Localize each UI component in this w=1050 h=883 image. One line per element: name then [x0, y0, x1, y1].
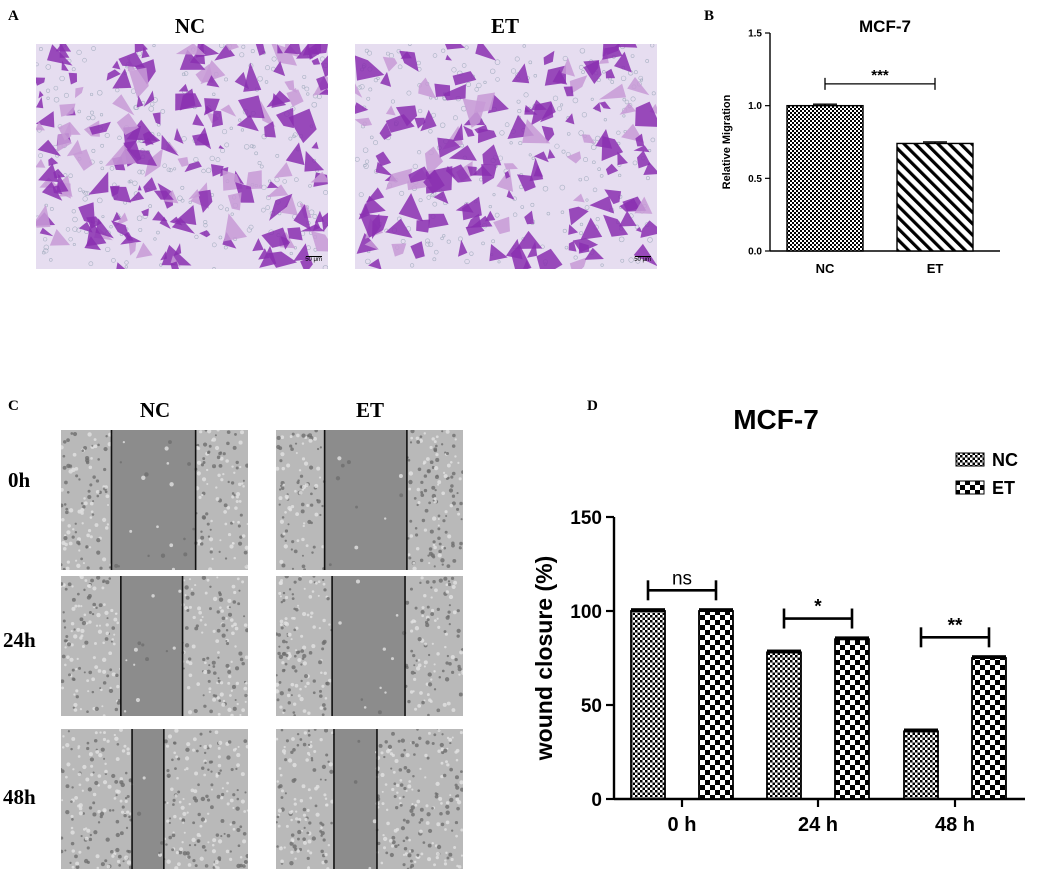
chart-b-bar-nc	[786, 104, 864, 252]
chart-d-error-bar	[699, 608, 733, 612]
wound-image-et-48h	[276, 729, 463, 869]
chart-d-sig-label: **	[948, 615, 963, 636]
chart-d-sig-label: ns	[672, 568, 692, 589]
chart-d-error-bar	[904, 728, 938, 733]
scale-bar-nc: 50 μm	[305, 256, 322, 263]
wound-image-nc-0h	[61, 430, 248, 570]
panel-a-title-et: ET	[490, 14, 519, 38]
chart-d-ytick-label: 50	[581, 696, 602, 717]
chart-d-sig-label: *	[814, 597, 822, 618]
row-label-0h: 0h	[8, 468, 31, 492]
chart-d-bar-nc-0h	[630, 610, 666, 800]
scale-bar-et: 50 μm	[634, 256, 651, 263]
chart-d-bar-nc-48h	[903, 730, 939, 800]
chart-d-title: MCF-7	[733, 404, 819, 435]
chart-b-title: MCF-7	[859, 17, 911, 36]
row-label-24h: 24h	[3, 628, 36, 652]
chart-b-ytick-label: 0.0	[748, 247, 762, 258]
chart-b-xtick-label: ET	[927, 261, 944, 276]
chart-d-xtick-label: 0 h	[668, 814, 697, 836]
legend-swatch-nc	[955, 452, 985, 467]
legend-label-et: ET	[992, 478, 1015, 498]
chart-b-ytick-label: 1.0	[748, 101, 762, 112]
transwell-image-et: 50 μm	[355, 44, 657, 269]
panel-b-label: B	[704, 8, 715, 24]
legend-swatch-et	[955, 480, 985, 495]
chart-b-sig-label: ***	[871, 67, 889, 84]
chart-d-xtick-label: 48 h	[935, 814, 975, 836]
chart-d-ytick-label: 100	[570, 602, 602, 623]
wound-closure-bar-chart: MCF-7 NC ET 0 50 100 150 wound closure (%) 0 h ns…	[531, 404, 1025, 836]
chart-b-ytick-label: 0.5	[748, 174, 762, 185]
panel-a-title-nc: NC	[174, 14, 206, 38]
panel-a-label: A	[8, 8, 19, 24]
panel-c-title-nc: NC	[139, 398, 171, 422]
chart-d-ytick-label: 0	[591, 790, 602, 811]
transwell-image-nc: 50 μm	[36, 44, 328, 269]
wound-image-et-24h	[276, 576, 463, 716]
legend-label-nc: NC	[992, 450, 1018, 470]
chart-d-error-bar	[631, 608, 665, 612]
chart-b-bar-et	[896, 142, 974, 252]
chart-d-error-bar	[972, 655, 1006, 659]
chart-d-ylabel: wound closure (%)	[531, 556, 557, 761]
chart-d-ytick-label: 150	[570, 508, 602, 529]
panel-d-label: D	[587, 398, 598, 414]
migration-bar-chart: MCF-7 0.0 0.5 1.0 1.5 Relative Migration NC ET *…	[721, 17, 1000, 276]
chart-d-bar-et-48h	[971, 657, 1007, 800]
wound-image-nc-48h	[61, 729, 248, 869]
chart-d-bar-nc-24h	[766, 651, 802, 800]
chart-b-ytick-label: 1.5	[748, 29, 762, 40]
chart-d-bar-et-24h	[834, 638, 870, 800]
chart-d-error-bar	[835, 636, 869, 641]
chart-d-error-bar	[767, 649, 801, 654]
wound-image-et-0h	[276, 430, 463, 570]
panel-c-title-et: ET	[355, 398, 384, 422]
chart-d-bar-et-0h	[698, 610, 734, 800]
row-label-48h: 48h	[3, 785, 36, 809]
chart-d-xtick-label: 24 h	[798, 814, 838, 836]
chart-b-ylabel: Relative Migration	[721, 94, 733, 189]
wound-image-nc-24h	[61, 576, 248, 716]
chart-b-xtick-label: NC	[816, 261, 835, 276]
panel-c-label: C	[8, 398, 19, 414]
